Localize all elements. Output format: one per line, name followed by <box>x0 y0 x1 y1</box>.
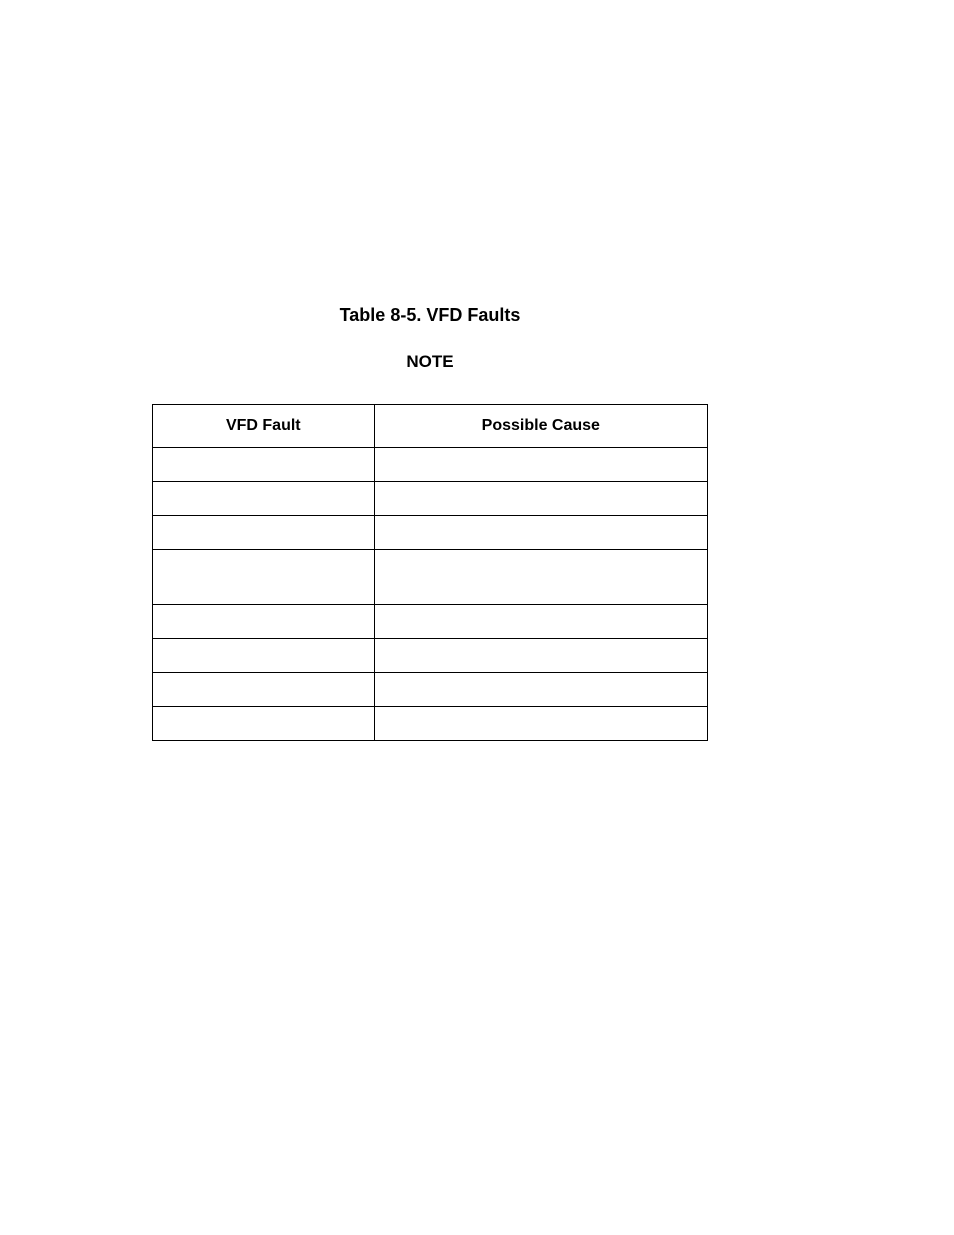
table-cell-cause <box>374 516 707 550</box>
table-cell-fault <box>153 550 375 605</box>
table-row <box>153 550 708 605</box>
table-cell-fault <box>153 516 375 550</box>
vfd-faults-table: VFD Fault Possible Cause <box>152 404 708 741</box>
table-cell-fault <box>153 639 375 673</box>
table-cell-fault <box>153 448 375 482</box>
table-row <box>153 673 708 707</box>
table-cell-fault <box>153 482 375 516</box>
table-title: Table 8-5. VFD Faults <box>0 305 860 326</box>
table-header-row: VFD Fault Possible Cause <box>153 405 708 448</box>
table-cell-cause <box>374 707 707 741</box>
table-cell-fault <box>153 707 375 741</box>
table-row <box>153 605 708 639</box>
table-row <box>153 448 708 482</box>
table-cell-cause <box>374 639 707 673</box>
table-cell-cause <box>374 550 707 605</box>
page: Table 8-5. VFD Faults NOTE VFD Fault Pos… <box>0 0 954 1235</box>
table-header-fault: VFD Fault <box>153 405 375 448</box>
table-row <box>153 482 708 516</box>
table-cell-cause <box>374 448 707 482</box>
table-cell-cause <box>374 482 707 516</box>
table-row <box>153 639 708 673</box>
table-row <box>153 516 708 550</box>
table-cell-fault <box>153 605 375 639</box>
table-header-cause: Possible Cause <box>374 405 707 448</box>
note-label: NOTE <box>0 352 860 372</box>
table-cell-fault <box>153 673 375 707</box>
table-cell-cause <box>374 673 707 707</box>
table-row <box>153 707 708 741</box>
table-cell-cause <box>374 605 707 639</box>
